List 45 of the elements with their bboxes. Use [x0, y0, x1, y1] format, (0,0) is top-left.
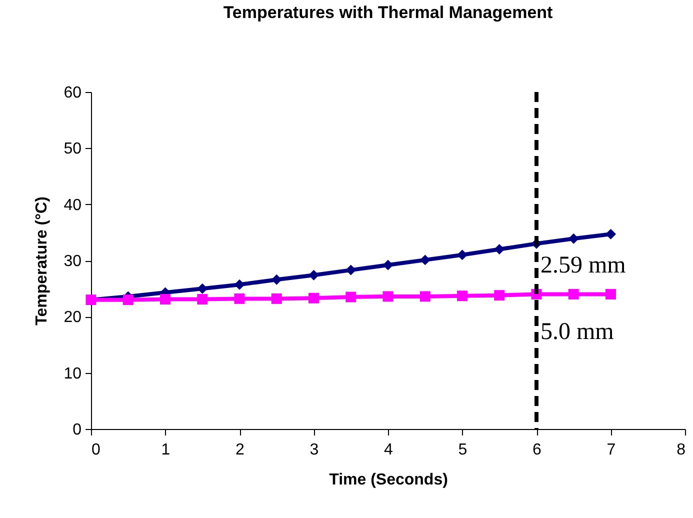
y-tick-label: 20 — [64, 309, 82, 326]
point — [568, 233, 579, 244]
y-tick-label: 50 — [64, 140, 82, 158]
point — [420, 254, 430, 266]
y-axis-title: Temperature (°C) — [34, 196, 51, 326]
point — [606, 228, 616, 240]
point — [494, 290, 505, 301]
point — [271, 293, 282, 304]
x-tick-label: 4 — [384, 442, 394, 458]
x-tick-label: 2 — [236, 442, 245, 458]
point — [197, 283, 208, 294]
y-tick-label: 40 — [64, 196, 82, 214]
point — [308, 270, 319, 280]
point — [197, 294, 208, 304]
point — [346, 292, 356, 302]
point — [160, 294, 170, 304]
point — [346, 264, 356, 276]
point — [122, 294, 134, 306]
x-tick-label: 0 — [92, 442, 100, 458]
point — [234, 293, 245, 304]
point — [271, 274, 282, 285]
series-label: 2.59 mm — [540, 252, 626, 279]
x-tick-label: 6 — [532, 442, 542, 458]
point — [420, 291, 430, 302]
point — [234, 279, 245, 290]
point — [457, 290, 468, 302]
y-tick-label: 10 — [64, 365, 82, 382]
point — [382, 260, 394, 270]
chart-title: Temperatures with Thermal Management — [223, 3, 554, 22]
y-tick-label: 60 — [64, 84, 82, 102]
point — [568, 288, 579, 300]
point — [457, 250, 468, 260]
x-tick-label: 1 — [161, 442, 170, 458]
x-tick-label: 7 — [606, 442, 616, 458]
x-axis-title: Time (Seconds) — [329, 472, 448, 488]
x-tick-label: 8 — [676, 442, 686, 458]
x-tick-label: 3 — [310, 442, 319, 458]
y-tick-label: 30 — [64, 253, 82, 270]
point — [382, 291, 394, 302]
x-tick-label: 5 — [458, 442, 468, 458]
point — [606, 288, 616, 300]
point — [308, 292, 319, 304]
series-label: 5.0 mm — [540, 319, 614, 346]
y-tick-label: 0 — [72, 422, 82, 438]
point — [494, 244, 505, 255]
